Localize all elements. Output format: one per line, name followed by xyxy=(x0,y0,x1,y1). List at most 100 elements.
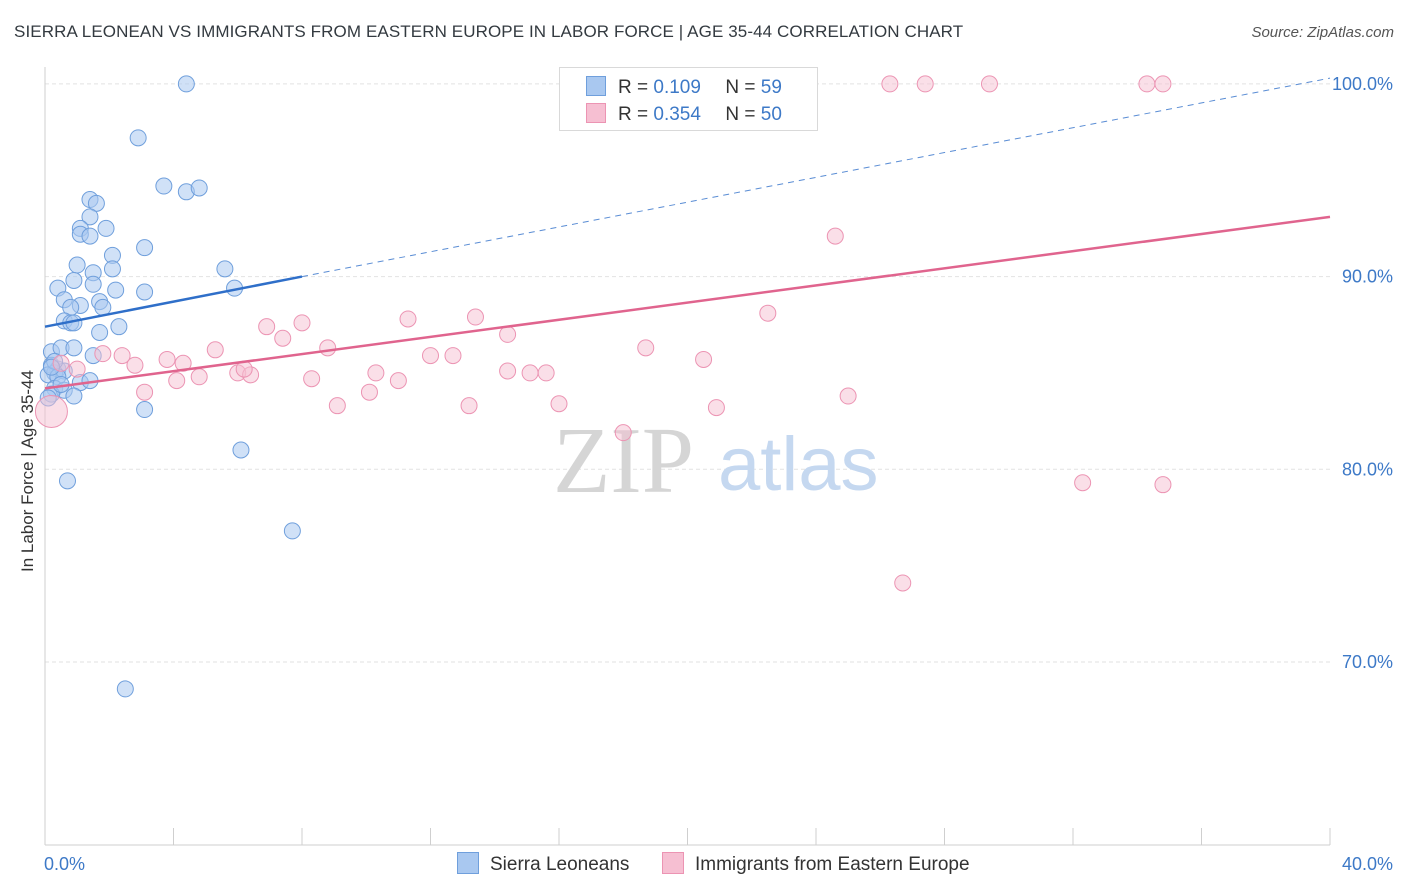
data-point-eastern-europe xyxy=(113,347,131,365)
legend-label: Sierra Leoneans xyxy=(490,854,630,875)
data-point-eastern-europe xyxy=(499,362,517,380)
watermark-atlas: atlas xyxy=(718,422,879,507)
data-point-sierra-leonean xyxy=(155,177,173,195)
data-point-eastern-europe xyxy=(614,424,632,442)
data-point-eastern-europe xyxy=(34,394,68,428)
data-point-eastern-europe xyxy=(881,75,899,93)
data-point-eastern-europe xyxy=(168,372,186,390)
data-point-eastern-europe xyxy=(389,372,407,390)
data-point-sierra-leonean xyxy=(136,283,154,301)
data-point-eastern-europe xyxy=(894,574,912,592)
data-point-sierra-leonean xyxy=(103,260,121,278)
x-tick-label: 40.0% xyxy=(1342,854,1393,874)
data-point-eastern-europe xyxy=(258,318,276,336)
data-point-eastern-europe xyxy=(52,354,70,372)
data-point-eastern-europe xyxy=(174,354,192,372)
data-point-eastern-europe xyxy=(303,370,321,388)
data-point-eastern-europe xyxy=(293,314,311,332)
legend-n-label: N = xyxy=(725,77,761,98)
data-point-sierra-leonean xyxy=(283,522,301,540)
legend-swatch-blue xyxy=(586,76,606,96)
data-point-eastern-europe xyxy=(637,339,655,357)
data-point-sierra-leonean xyxy=(81,208,99,226)
axes xyxy=(44,67,1331,846)
legend-n-label: N = xyxy=(725,104,761,125)
data-point-eastern-europe xyxy=(695,350,713,368)
data-point-eastern-europe xyxy=(759,304,777,322)
y-tick-label: 100.0% xyxy=(1332,74,1393,94)
data-point-eastern-europe xyxy=(1154,476,1172,494)
data-point-sierra-leonean xyxy=(232,441,250,459)
data-point-eastern-europe xyxy=(360,383,378,401)
data-point-sierra-leonean xyxy=(81,227,99,245)
legend-swatch-pink xyxy=(662,852,684,874)
trend-line-eastern-europe xyxy=(44,215,1331,390)
data-point-sierra-leonean xyxy=(58,472,76,490)
data-point-sierra-leonean xyxy=(190,179,208,197)
data-point-sierra-leonean xyxy=(107,281,125,299)
data-point-sierra-leonean xyxy=(65,271,83,289)
data-point-eastern-europe xyxy=(399,310,417,328)
data-point-eastern-europe xyxy=(68,360,86,378)
data-point-eastern-europe xyxy=(707,399,725,417)
y-tick-label: 90.0% xyxy=(1342,267,1393,287)
x-tick-labels: 0.0% 40.0% xyxy=(44,854,1393,874)
data-point-eastern-europe xyxy=(367,364,385,382)
y-tick-labels: 100.0% 90.0% 80.0% 70.0% xyxy=(1332,74,1393,672)
legend-r-value: 0.109 xyxy=(653,77,701,98)
data-point-eastern-europe xyxy=(1074,474,1092,492)
legend-row-sierra-leoneans: R = 0.109 N = 59 xyxy=(586,76,782,98)
series-eastern-europe-points xyxy=(34,75,1172,592)
watermark: ZIP atlas xyxy=(553,409,879,513)
data-point-eastern-europe xyxy=(328,397,346,415)
data-point-eastern-europe xyxy=(521,364,539,382)
data-point-eastern-europe xyxy=(537,364,555,382)
data-point-sierra-leonean xyxy=(84,275,102,293)
legend-item-sierra-leoneans: Sierra Leoneans xyxy=(457,852,629,876)
data-point-eastern-europe xyxy=(274,329,292,347)
data-point-eastern-europe xyxy=(126,356,144,374)
y-axis-label: In Labor Force | Age 35-44 xyxy=(18,370,37,572)
series-sierra-leoneans-points xyxy=(39,75,301,698)
data-point-sierra-leonean xyxy=(110,318,128,336)
x-tick-label: 0.0% xyxy=(44,854,85,874)
y-tick-label: 80.0% xyxy=(1342,459,1393,479)
trend-lines xyxy=(44,77,1331,390)
y-tick-label: 70.0% xyxy=(1342,652,1393,672)
data-point-sierra-leonean xyxy=(129,129,147,147)
data-point-sierra-leonean xyxy=(68,256,86,274)
data-point-eastern-europe xyxy=(826,227,844,245)
legend-n-value: 50 xyxy=(760,104,782,125)
data-point-sierra-leonean xyxy=(65,387,83,405)
data-point-sierra-leonean xyxy=(65,339,83,357)
data-point-sierra-leonean xyxy=(136,239,154,257)
data-point-sierra-leonean xyxy=(116,680,134,698)
data-point-eastern-europe xyxy=(1138,75,1156,93)
data-point-eastern-europe xyxy=(206,341,224,359)
legend-swatch-blue xyxy=(457,852,479,874)
data-point-eastern-europe xyxy=(1154,75,1172,93)
data-point-sierra-leonean xyxy=(216,260,234,278)
data-point-eastern-europe xyxy=(158,350,176,368)
data-point-eastern-europe xyxy=(319,339,337,357)
data-point-eastern-europe xyxy=(460,397,478,415)
data-point-sierra-leonean xyxy=(97,219,115,237)
legend-swatch-pink xyxy=(586,103,606,123)
data-point-sierra-leonean xyxy=(136,401,154,419)
data-point-eastern-europe xyxy=(444,347,462,365)
legend-r-label: R = xyxy=(618,104,654,125)
data-point-eastern-europe xyxy=(980,75,998,93)
legend-r-value: 0.354 xyxy=(653,104,701,125)
data-point-eastern-europe xyxy=(94,345,112,363)
series-legend: Sierra Leoneans Immigrants from Eastern … xyxy=(0,852,1406,878)
data-point-eastern-europe xyxy=(422,347,439,365)
data-point-eastern-europe xyxy=(136,383,154,401)
source-label: Source: ZipAtlas.com xyxy=(1251,24,1394,41)
data-point-sierra-leonean xyxy=(94,298,112,316)
trend-line-sierra-leoneans xyxy=(44,275,303,328)
data-point-sierra-leonean xyxy=(177,75,195,93)
correlation-legend: R = 0.109 N = 59 R = 0.354 N = 50 xyxy=(559,67,818,131)
data-point-eastern-europe xyxy=(839,387,857,405)
legend-n-value: 59 xyxy=(760,77,782,98)
